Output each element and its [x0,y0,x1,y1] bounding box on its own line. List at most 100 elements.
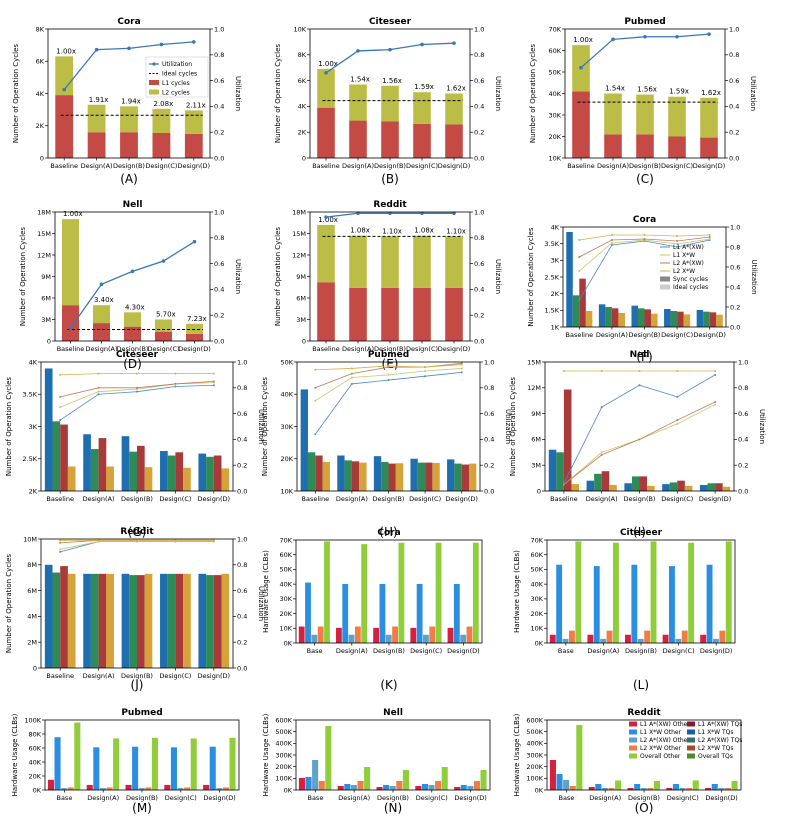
bar-l2 [317,68,335,108]
bar-l2 [184,110,203,134]
bar-2 [601,471,610,491]
bar-l2 [55,56,74,96]
bar-l1 [700,137,718,158]
utilization-point [59,548,62,551]
y-tick-label: 60K [279,551,292,559]
utilization-point [174,385,177,388]
bar-2 [177,788,184,790]
utilization-point [579,65,583,70]
bar-4 [74,722,81,790]
bar-4 [688,542,695,643]
utilization-point [212,384,215,387]
utilization-point [59,373,62,376]
bar-l1 [317,282,335,341]
bar-l2 [185,323,204,334]
bar-1 [90,449,99,491]
legend-swatch [149,80,159,85]
speedup-label: 1.62x [446,85,466,93]
panel-label: (G) [128,525,147,539]
bar-3 [686,788,693,790]
bar-0 [696,310,704,327]
speedup-label: 1.56x [637,86,657,94]
y-tick-label: 100K [526,775,543,783]
utilization-line [315,368,462,402]
bar-l1 [87,132,106,158]
y-tick-label: 2K [29,487,38,495]
bar-2 [423,634,429,643]
y-tick-label: 6M [41,294,51,302]
legend: Utilization Ideal cycles L1 cycles L2 cycle… [145,56,209,98]
bar-1 [307,452,316,491]
y2-tick-label: 0.2 [474,312,484,320]
bar-2 [98,438,107,491]
utilization-point [643,34,647,39]
bar-3 [144,573,153,668]
bar-1 [305,777,312,790]
legend-label: L1 X*W [673,252,695,259]
bar-1 [595,784,602,790]
bar-3 [392,626,398,643]
bar-3 [644,630,651,643]
y2-tick-label: 0.0 [474,154,484,162]
bar-l1 [154,331,173,341]
bar-1 [206,575,214,668]
y-tick-label: 60K [548,47,561,55]
y2-tick-label: 1.0 [738,358,748,366]
x-tick-label: Design(A) [596,331,628,339]
y2-tick-label: 0.8 [738,384,748,392]
bar-0 [588,787,595,790]
y-tick-label: 6M [27,587,37,595]
legend-label: L1 X*W Other [640,729,682,736]
x-tick-label: Design(C) [159,495,191,503]
utilization-point [600,370,603,373]
bar-1 [52,572,61,668]
y2-axis-label: Utilization [234,76,242,111]
speedup-label: 1.54x [350,75,370,83]
x-tick-label: Baseline [566,331,594,339]
bar-2 [461,464,470,491]
bar-0 [662,484,670,491]
panel-title: Citeseer [620,528,663,538]
bar-2 [677,480,685,491]
speedup-label: 5.70x [156,311,176,319]
bar-3 [106,787,113,790]
y-axis-label: Number of Operation Cycles [529,44,537,144]
legend-swatch [152,62,156,66]
bar-0 [549,760,556,790]
utilization-point [94,47,99,52]
legend-swatch [149,89,159,95]
panel-label: (N) [384,801,402,815]
bar-4 [731,781,738,790]
utilization-point [676,395,679,398]
bar-l2 [349,84,367,121]
y-tick-label: 600K [526,716,543,724]
bar-l2 [92,305,111,324]
bar-0 [203,784,210,790]
bar-0 [454,787,461,790]
bar-2 [175,573,184,668]
utilization-line [59,384,214,421]
x-tick-label: Baseline [57,345,85,353]
speedup-label: 4.30x [125,303,145,311]
bar-0 [121,436,130,491]
y-tick-label: 6M [531,436,541,444]
panel-label: (C) [636,172,654,186]
x-tick-label: Design(B) [628,794,660,802]
legend-label: L1 A*(XW) [673,244,704,251]
bar-4 [113,738,120,790]
utilization-point [59,395,62,398]
utilization-point [638,384,641,387]
y2-tick-label: 0.2 [484,462,494,470]
bar-0 [447,459,455,491]
y-tick-label: 40K [280,391,293,399]
y-axis-label: Number of Operation Cycles [527,227,535,327]
bar-4 [653,781,660,790]
bar-2 [388,463,396,491]
bar-0 [410,627,417,643]
panel-label: (O) [635,801,654,815]
bar-0 [47,779,54,790]
bar-3 [618,313,625,327]
bar-0 [83,573,91,668]
bar-0 [631,305,638,327]
x-tick-label: Design(B) [121,672,153,680]
